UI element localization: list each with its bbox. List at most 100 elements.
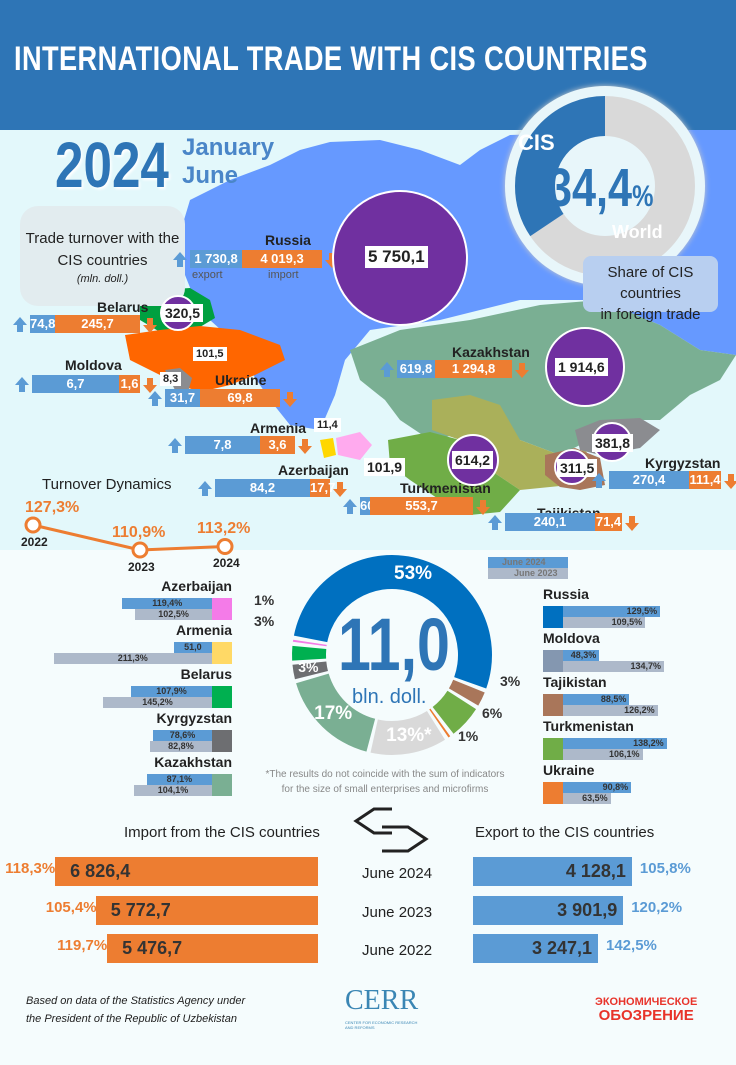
period-label: June 2024 [362, 865, 433, 882]
export-bar: 31,7 [165, 389, 200, 407]
export-up-arrow-icon [168, 438, 182, 453]
growth-bar-2023: 102,5% [135, 609, 212, 620]
country-name-russia: Russia [265, 232, 311, 248]
export-growth: 120,2% [631, 899, 683, 916]
country-color-swatch [212, 686, 232, 708]
donut-slice-other [370, 710, 445, 755]
turnover-year-label: 2022 [21, 535, 48, 549]
export-up-arrow-icon [343, 499, 357, 514]
page-title: INTERNATIONAL TRADE WITH CIS COUNTRIES [14, 40, 736, 79]
import-down-arrow-icon [724, 474, 736, 489]
donut-slice-kazakhstan [296, 673, 376, 752]
growth-bar-2024: 129,5% [563, 606, 661, 617]
import-bar: 1 294,8 [435, 360, 512, 378]
world-label: World [612, 222, 663, 242]
export-growth: 142,5% [606, 937, 657, 954]
donut-slice-azerbaijan [292, 639, 327, 647]
import-down-arrow-icon [333, 482, 347, 497]
country-color-swatch [543, 650, 563, 672]
growth-country-name: Moldova [543, 630, 600, 646]
growth-bar-2024: 90,8% [563, 782, 632, 793]
footnote-line2: for the size of small enterprises and mi… [281, 784, 489, 795]
year-text: 2024 [55, 129, 169, 201]
country-name-moldova: Moldova [65, 357, 122, 373]
export-bar: 74,8 [30, 315, 56, 333]
period-label: June 2023 [362, 904, 433, 921]
export-bar: 6,7 [32, 375, 119, 393]
growth-country-name: Kyrgyzstan [156, 710, 232, 726]
legend-june-2024: June 2024 [488, 557, 568, 568]
import-bar: 71,4 [595, 513, 622, 531]
turnover-point-label: 110,9% [112, 524, 166, 541]
donut-slice-label: 1% [254, 592, 275, 608]
import-bar: 6 826,4 [55, 857, 318, 886]
import-title: Import from the CIS countries [124, 824, 320, 841]
share-caption-line1: Share of CIS countries [607, 264, 694, 302]
export-up-arrow-icon [198, 481, 212, 496]
import-down-arrow-icon [143, 378, 157, 393]
import-growth: 118,3% [5, 860, 56, 877]
export-bar: 4 128,1 [473, 857, 632, 886]
donut-slice-label: 17% [314, 702, 353, 724]
growth-country-name: Azerbaijan [161, 578, 232, 594]
import-bar: 553,7 [370, 497, 473, 515]
country-name-kyrgyzstan: Kyrgyzstan [645, 455, 721, 471]
export-caption: export [192, 269, 223, 281]
donut-footnote: *The results do not coincide with the su… [255, 767, 515, 797]
year-label: 2024 [55, 128, 197, 202]
turnover-value: 381,8 [592, 434, 634, 452]
import-down-arrow-icon [625, 516, 639, 531]
growth-bar-2023: 82,8% [149, 741, 212, 752]
turnover-point-2022 [24, 516, 42, 534]
growth-bar-2023: 145,2% [103, 697, 212, 708]
title-text: INTERNATIONAL TRADE WITH CIS COUNTRIES [14, 40, 648, 78]
growth-bar-2023: 109,5% [563, 617, 646, 628]
country-color-swatch [543, 738, 563, 760]
export-bar: 3 901,9 [473, 896, 624, 925]
donut-slice-label: 3% [500, 673, 521, 689]
import-down-arrow-icon [283, 392, 297, 407]
cis-share-unit: % [632, 180, 654, 213]
import-growth: 105,4% [45, 899, 97, 916]
turnover-value: 5 750,1 [365, 246, 428, 268]
turnover-value: 614,2 [452, 451, 494, 469]
donut-slice-label: 1% [458, 728, 479, 744]
export-bar: 60,5 [360, 497, 385, 515]
import-down-arrow-icon [143, 318, 157, 333]
import-bar: 3,6 [260, 436, 295, 454]
country-color-swatch [212, 598, 232, 620]
share-caption: Share of CIS countries in foreign trade [583, 256, 718, 323]
growth-bar-2024: 88,5% [563, 694, 630, 705]
donut-center-unit: bln. doll. [352, 686, 427, 708]
ekonomicheskoe-obozrenie-logo: ЭКОНОМИЧЕСКОЕ ОБОЗРЕНИЕ [595, 995, 697, 1023]
growth-bar-2024: 48,3% [563, 650, 600, 661]
export-bar: 1 730,8 [190, 250, 242, 268]
growth-country-name: Kazakhstan [154, 754, 232, 770]
growth-bar-2024: 107,9% [131, 686, 212, 697]
country-name-kazakhstan: Kazakhstan [452, 344, 530, 360]
cerr-logo-subtitle: CENTER FOR ECONOMIC RESEARCH AND REFORMS [345, 1020, 418, 1030]
country-color-swatch [212, 642, 232, 664]
growth-bar-2024: 138,2% [563, 738, 667, 749]
import-bar: 5 476,7 [107, 934, 318, 963]
turnover-box-line1: Trade turnover with the [25, 230, 180, 247]
growth-country-name: Turkmenistan [543, 718, 634, 734]
cis-structure-donut [292, 554, 492, 755]
export-bar: 270,4 [609, 471, 689, 489]
country-color-swatch [543, 606, 563, 628]
source-line2: the President of the Republic of Uzbekis… [26, 1013, 237, 1025]
country-color-swatch [543, 782, 563, 804]
map-azerbaijan [336, 432, 372, 460]
turnover-value: 8,3 [160, 372, 182, 386]
country-name-ukraine: Ukraine [215, 372, 267, 388]
turnover-legend-box: Trade turnover with the CIS countries (m… [20, 206, 185, 306]
logo2-line2: ОБОЗРЕНИЕ [598, 1007, 694, 1024]
exchange-arrows-icon [353, 807, 429, 853]
import-bar: 5 772,7 [95, 896, 318, 925]
country-color-swatch [212, 774, 232, 796]
growth-bar-2023: 211,3% [53, 653, 212, 664]
period-end: June [182, 162, 239, 189]
footnote-line1: *The results do not coincide with the su… [265, 769, 505, 780]
donut-slice-label: 3% [254, 613, 275, 629]
country-name-armenia: Armenia [250, 420, 307, 436]
